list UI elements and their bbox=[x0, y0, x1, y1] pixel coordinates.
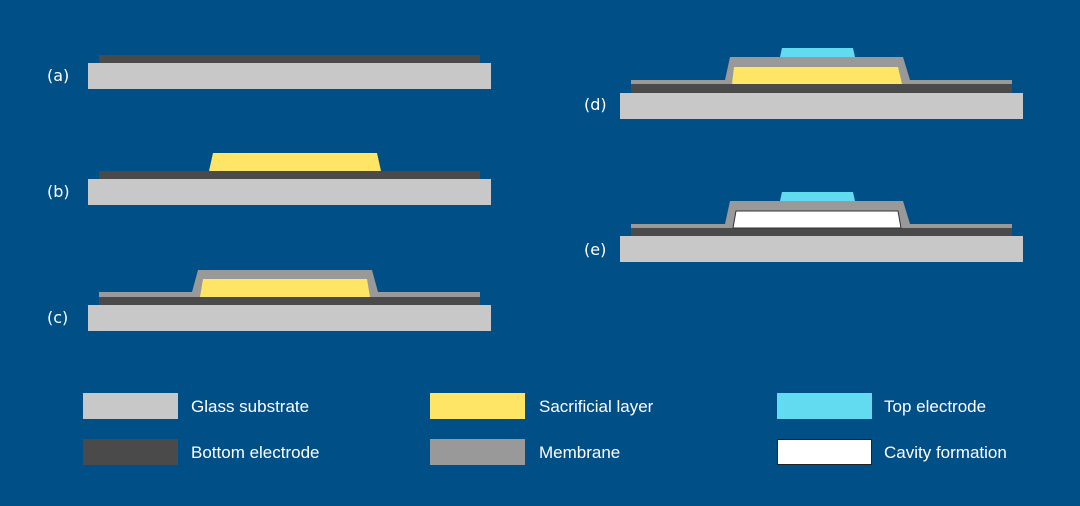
bottom-electrode bbox=[99, 297, 480, 305]
legend-swatch bbox=[777, 393, 872, 419]
legend-label: Sacrificial layer bbox=[539, 397, 654, 416]
sacrificial-layer bbox=[732, 67, 902, 84]
legend-swatch bbox=[430, 439, 525, 465]
legend-swatch bbox=[777, 439, 872, 465]
glass-substrate bbox=[88, 179, 491, 205]
legend-item-cavity-formation: Cavity formation bbox=[777, 439, 1007, 465]
glass-substrate bbox=[620, 236, 1023, 262]
bottom-electrode bbox=[99, 55, 480, 63]
top-electrode bbox=[780, 192, 855, 201]
legend-label: Top electrode bbox=[884, 397, 986, 416]
step-label: (d) bbox=[584, 95, 607, 114]
step-d: (d) bbox=[584, 48, 1023, 119]
legend: Glass substrate Sacrificial layer Top el… bbox=[83, 393, 1007, 465]
legend-swatch bbox=[83, 439, 178, 465]
legend-item-bottom-electrode: Bottom electrode bbox=[83, 439, 320, 465]
cavity bbox=[732, 210, 902, 229]
step-label: (a) bbox=[47, 66, 69, 85]
step-a: (a) bbox=[47, 55, 491, 89]
legend-label: Bottom electrode bbox=[191, 443, 320, 462]
legend-swatch bbox=[430, 393, 525, 419]
sacrificial-layer bbox=[200, 279, 370, 297]
glass-substrate bbox=[620, 93, 1023, 119]
legend-label: Membrane bbox=[539, 443, 620, 462]
step-e: (e) bbox=[584, 192, 1023, 262]
legend-label: Cavity formation bbox=[884, 443, 1007, 462]
step-c: (c) bbox=[47, 270, 491, 331]
glass-substrate bbox=[88, 305, 491, 331]
bottom-electrode bbox=[631, 228, 1012, 236]
step-label: (c) bbox=[47, 308, 68, 327]
bottom-electrode bbox=[631, 84, 1012, 93]
legend-label: Glass substrate bbox=[191, 397, 309, 416]
legend-item-membrane: Membrane bbox=[430, 439, 620, 465]
legend-swatch bbox=[83, 393, 178, 419]
step-label: (e) bbox=[584, 240, 606, 259]
top-electrode bbox=[780, 48, 855, 57]
legend-item-sacrificial-layer: Sacrificial layer bbox=[430, 393, 654, 419]
glass-substrate bbox=[88, 63, 491, 89]
step-label: (b) bbox=[47, 182, 70, 201]
bottom-electrode bbox=[99, 171, 480, 179]
legend-item-top-electrode: Top electrode bbox=[777, 393, 986, 419]
step-b: (b) bbox=[47, 153, 491, 205]
legend-item-glass-substrate: Glass substrate bbox=[83, 393, 309, 419]
sacrificial-layer bbox=[209, 153, 381, 171]
